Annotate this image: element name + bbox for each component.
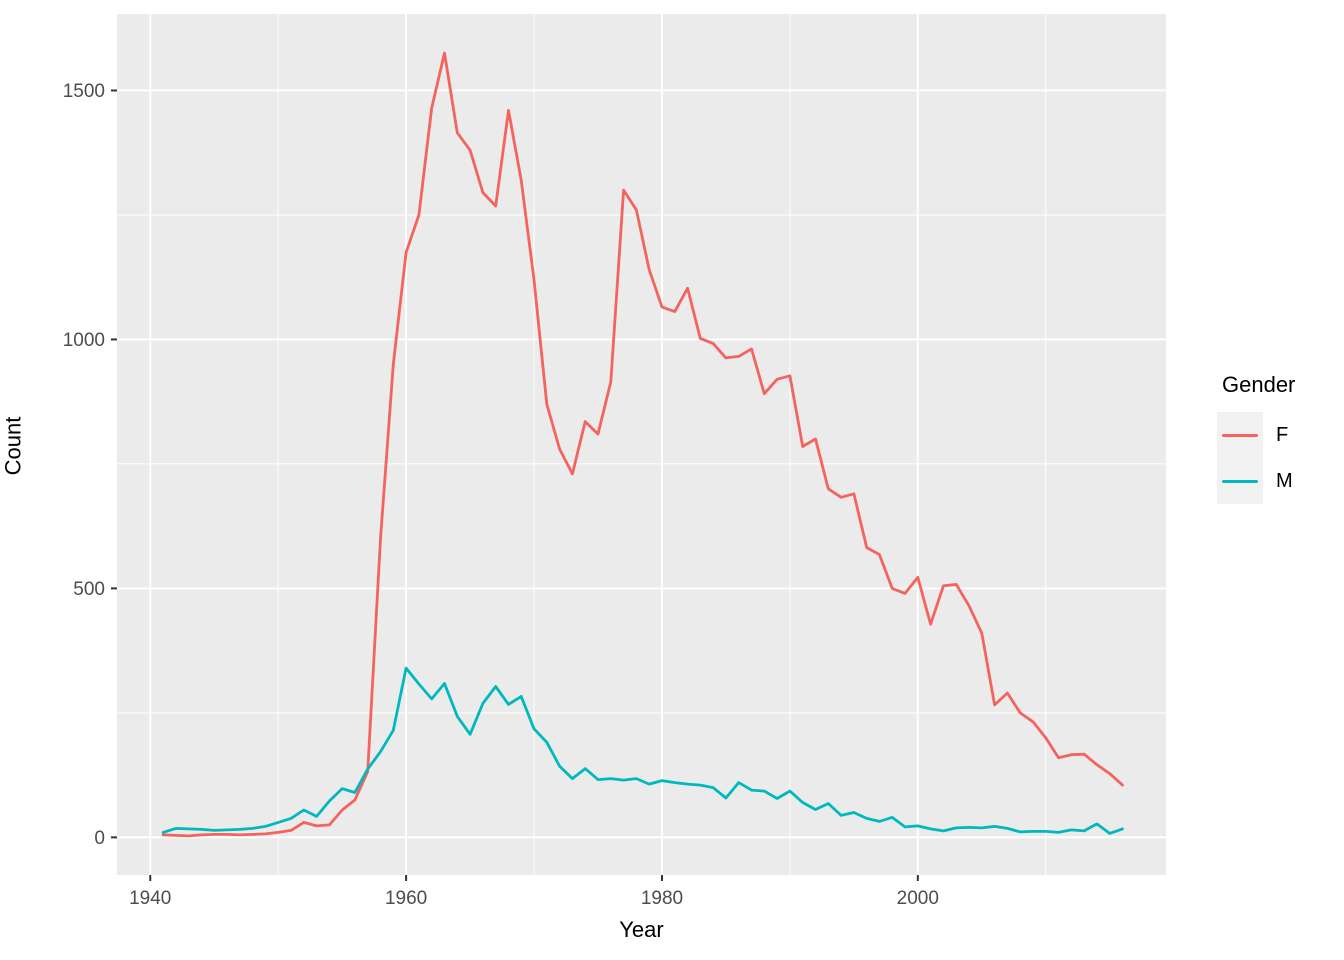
series-line-F	[161, 51, 1124, 838]
x-tick-label-2: 1980	[641, 888, 683, 909]
legend-key-line-F	[1222, 433, 1258, 437]
legend-label-F: F	[1276, 423, 1289, 446]
series-line-M	[161, 666, 1124, 835]
legend-key-M	[1217, 458, 1263, 504]
x-axis-title: Year	[619, 917, 664, 942]
legend-key-line-M	[1222, 479, 1258, 483]
y-tick-label-2: 1000	[63, 330, 105, 351]
x-tick-label-3: 2000	[897, 888, 939, 909]
x-tick-label-1: 1960	[385, 888, 427, 909]
legend-key-F	[1217, 412, 1263, 458]
legend-entry-M: M	[1217, 458, 1344, 504]
panel-background	[117, 14, 1166, 875]
legend-label-M: M	[1276, 469, 1293, 492]
y-tick-label-3: 1500	[63, 81, 105, 102]
y-axis-title: Count	[0, 416, 26, 476]
x-tick-label-0: 1940	[129, 888, 171, 909]
legend-title: Gender	[1222, 372, 1296, 397]
y-tick-label-1: 500	[73, 579, 105, 600]
y-tick-label-0: 0	[94, 828, 105, 849]
legend-entry-F: F	[1217, 412, 1344, 458]
